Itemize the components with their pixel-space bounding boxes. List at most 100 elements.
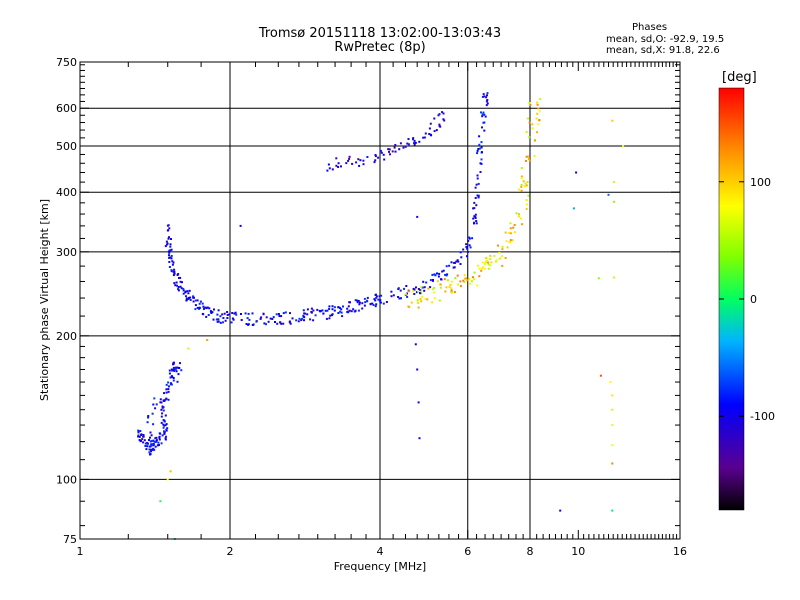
data-point	[278, 315, 281, 317]
data-point	[459, 280, 462, 283]
data-point	[302, 309, 305, 312]
data-point	[326, 169, 329, 172]
data-point	[245, 323, 248, 325]
data-point	[161, 405, 164, 408]
data-point	[171, 260, 174, 263]
data-point	[160, 421, 163, 424]
data-point	[373, 161, 376, 164]
data-point	[280, 315, 283, 318]
data-point	[481, 113, 484, 116]
data-point	[326, 309, 329, 312]
data-point	[489, 258, 492, 261]
data-point	[169, 470, 172, 473]
data-point	[172, 363, 175, 365]
data-point	[155, 436, 158, 439]
data-point	[275, 313, 278, 316]
data-point	[466, 255, 468, 258]
data-point	[472, 276, 474, 279]
grid-lines	[80, 62, 680, 539]
data-point	[168, 369, 171, 372]
data-point	[166, 229, 169, 232]
data-point	[465, 243, 468, 246]
data-point	[476, 284, 479, 287]
data-point	[162, 426, 165, 429]
data-point	[431, 301, 434, 304]
data-point	[331, 168, 334, 171]
data-point	[137, 429, 140, 432]
data-point	[150, 434, 153, 437]
data-point	[416, 368, 419, 371]
data-point	[216, 320, 219, 323]
data-point	[528, 157, 530, 160]
data-point	[473, 222, 475, 225]
data-point	[161, 434, 164, 437]
data-point	[417, 288, 420, 290]
data-point	[224, 319, 227, 322]
data-point	[528, 121, 531, 124]
data-point	[202, 305, 205, 308]
data-point	[478, 143, 481, 146]
data-point	[476, 149, 479, 152]
data-point	[383, 158, 386, 161]
data-point	[164, 398, 167, 401]
data-point	[187, 292, 190, 295]
data-point	[438, 272, 441, 275]
data-point	[428, 127, 431, 130]
data-point	[481, 267, 483, 270]
data-point	[172, 274, 175, 277]
data-point	[196, 299, 199, 302]
colorbar-tick-label: 100	[750, 176, 771, 189]
data-point	[167, 385, 170, 388]
y-tick-label: 75	[63, 533, 77, 546]
data-point	[140, 439, 142, 442]
data-point	[522, 180, 525, 183]
data-point	[429, 286, 432, 289]
data-point	[428, 133, 431, 135]
data-point	[484, 115, 487, 118]
data-point	[174, 366, 177, 369]
data-point	[163, 420, 166, 423]
data-point	[408, 306, 411, 309]
data-point	[349, 301, 351, 304]
data-point	[459, 285, 462, 288]
data-point	[247, 312, 250, 315]
data-point	[432, 279, 434, 281]
data-point	[418, 140, 421, 143]
data-point	[607, 193, 610, 196]
chart-title-line2: RwPretec (8p)	[334, 40, 426, 55]
data-point	[415, 291, 418, 294]
data-point	[152, 423, 155, 426]
data-point	[272, 316, 275, 319]
data-point	[312, 309, 315, 312]
data-point	[148, 451, 151, 454]
data-point	[289, 322, 292, 325]
data-point	[170, 269, 173, 272]
data-point	[366, 296, 369, 299]
data-point	[185, 290, 187, 293]
data-point	[511, 239, 514, 242]
data-point	[152, 444, 155, 447]
data-point	[274, 321, 276, 323]
data-point	[403, 287, 405, 290]
data-point	[375, 303, 378, 306]
data-point	[469, 246, 472, 249]
data-point	[462, 279, 465, 282]
data-point	[611, 119, 614, 122]
data-point	[339, 307, 341, 309]
data-point	[613, 200, 616, 203]
data-point	[474, 186, 477, 189]
data-point	[282, 312, 285, 315]
data-point	[520, 175, 523, 178]
colorbar-ticks: 100 0 -100	[719, 176, 775, 423]
data-point	[468, 236, 471, 239]
data-point	[327, 163, 330, 166]
axis-ticks	[80, 62, 680, 539]
data-point	[141, 438, 144, 441]
data-point	[397, 287, 400, 290]
data-point	[140, 434, 143, 436]
data-point	[509, 227, 512, 230]
data-point	[170, 382, 172, 385]
data-point	[198, 306, 201, 309]
data-point	[178, 367, 181, 369]
data-point	[213, 308, 215, 311]
